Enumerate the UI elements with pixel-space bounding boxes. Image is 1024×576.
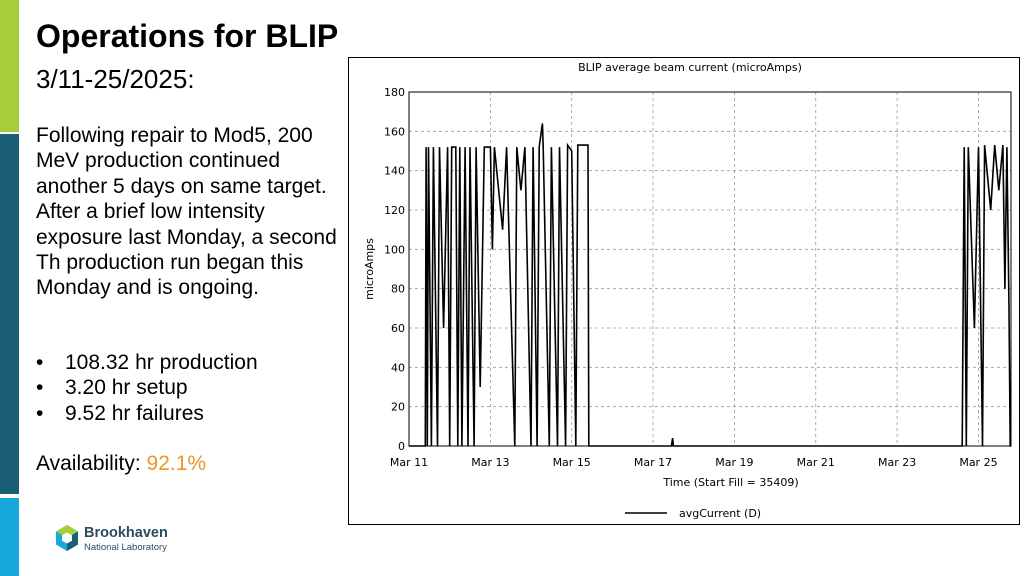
hexagon-logo-icon <box>56 525 78 551</box>
y-axis-label: microAmps <box>363 238 376 300</box>
logo-name: Brookhaven <box>84 525 168 541</box>
bullet-list: • 108.32 hr production • 3.20 hr setup • 9.… <box>36 350 258 426</box>
series-line-avgcurrent <box>409 123 1011 447</box>
x-axis-label: Time (Start Fill = 35409) <box>662 476 798 489</box>
x-axis-ticks: Mar 11 Mar 13 Mar 15 Mar 17 Mar 19 Mar 21 Mar … <box>390 456 998 469</box>
y-tick-label: 140 <box>384 165 405 178</box>
y-tick-label: 120 <box>384 204 405 217</box>
x-tick-label: Mar 11 <box>390 456 428 469</box>
accent-bar-navy <box>0 134 19 494</box>
bullet-text: 108.32 hr production <box>65 351 258 374</box>
x-tick-label: Mar 21 <box>797 456 835 469</box>
bullet-dot-icon: • <box>36 401 44 425</box>
slide-title: Operations for BLIP <box>36 18 339 54</box>
bullet-text: 9.52 hr failures <box>65 401 204 425</box>
bullet-item: • 108.32 hr production <box>36 350 258 375</box>
y-tick-label: 60 <box>391 322 405 335</box>
brookhaven-logo: Brookhaven National Laboratory <box>54 524 168 557</box>
plot-area-border <box>408 91 1012 447</box>
x-tick-label: Mar 13 <box>471 456 509 469</box>
y-tick-label: 160 <box>384 125 405 138</box>
accent-bar-cyan <box>0 498 19 576</box>
legend-label: avgCurrent (D) <box>679 507 761 520</box>
x-tick-label: Mar 17 <box>634 456 672 469</box>
y-tick-label: 100 <box>384 243 405 256</box>
y-axis-ticks: 0 20 40 60 80 100 120 140 160 180 <box>384 86 405 453</box>
chart-svg: BLIP average beam current (microAmps) 0 2… <box>363 61 1012 520</box>
bullet-dot-icon: • <box>36 351 44 374</box>
slide-body-text: Following repair to Mod5, 200 MeV produc… <box>36 124 337 300</box>
x-tick-label: Mar 19 <box>715 456 753 469</box>
bullet-dot-icon: • <box>36 376 44 400</box>
x-tick-label: Mar 25 <box>959 456 997 469</box>
beam-current-chart: BLIP average beam current (microAmps) 0 2… <box>348 57 1020 525</box>
availability-label: Availability: <box>36 452 141 475</box>
bullet-text: 3.20 hr setup <box>65 376 188 400</box>
x-tick-label: Mar 15 <box>553 456 591 469</box>
bullet-item: • 9.52 hr failures <box>36 401 258 426</box>
availability-value: 92.1% <box>146 452 207 475</box>
y-tick-label: 80 <box>391 283 405 296</box>
y-tick-label: 40 <box>391 361 405 374</box>
y-tick-label: 20 <box>391 401 405 414</box>
y-tick-label: 180 <box>384 86 405 99</box>
bullet-item: • 3.20 hr setup <box>36 375 258 400</box>
accent-bar-green <box>0 0 19 132</box>
y-tick-label: 0 <box>398 440 405 453</box>
x-tick-label: Mar 23 <box>878 456 916 469</box>
chart-grid <box>409 92 1011 446</box>
logo-subtitle: National Laboratory <box>84 542 167 553</box>
slide-subtitle: 3/11-25/2025: <box>36 64 195 94</box>
chart-title: BLIP average beam current (microAmps) <box>578 61 802 74</box>
availability: Availability: 92.1% <box>36 452 206 476</box>
